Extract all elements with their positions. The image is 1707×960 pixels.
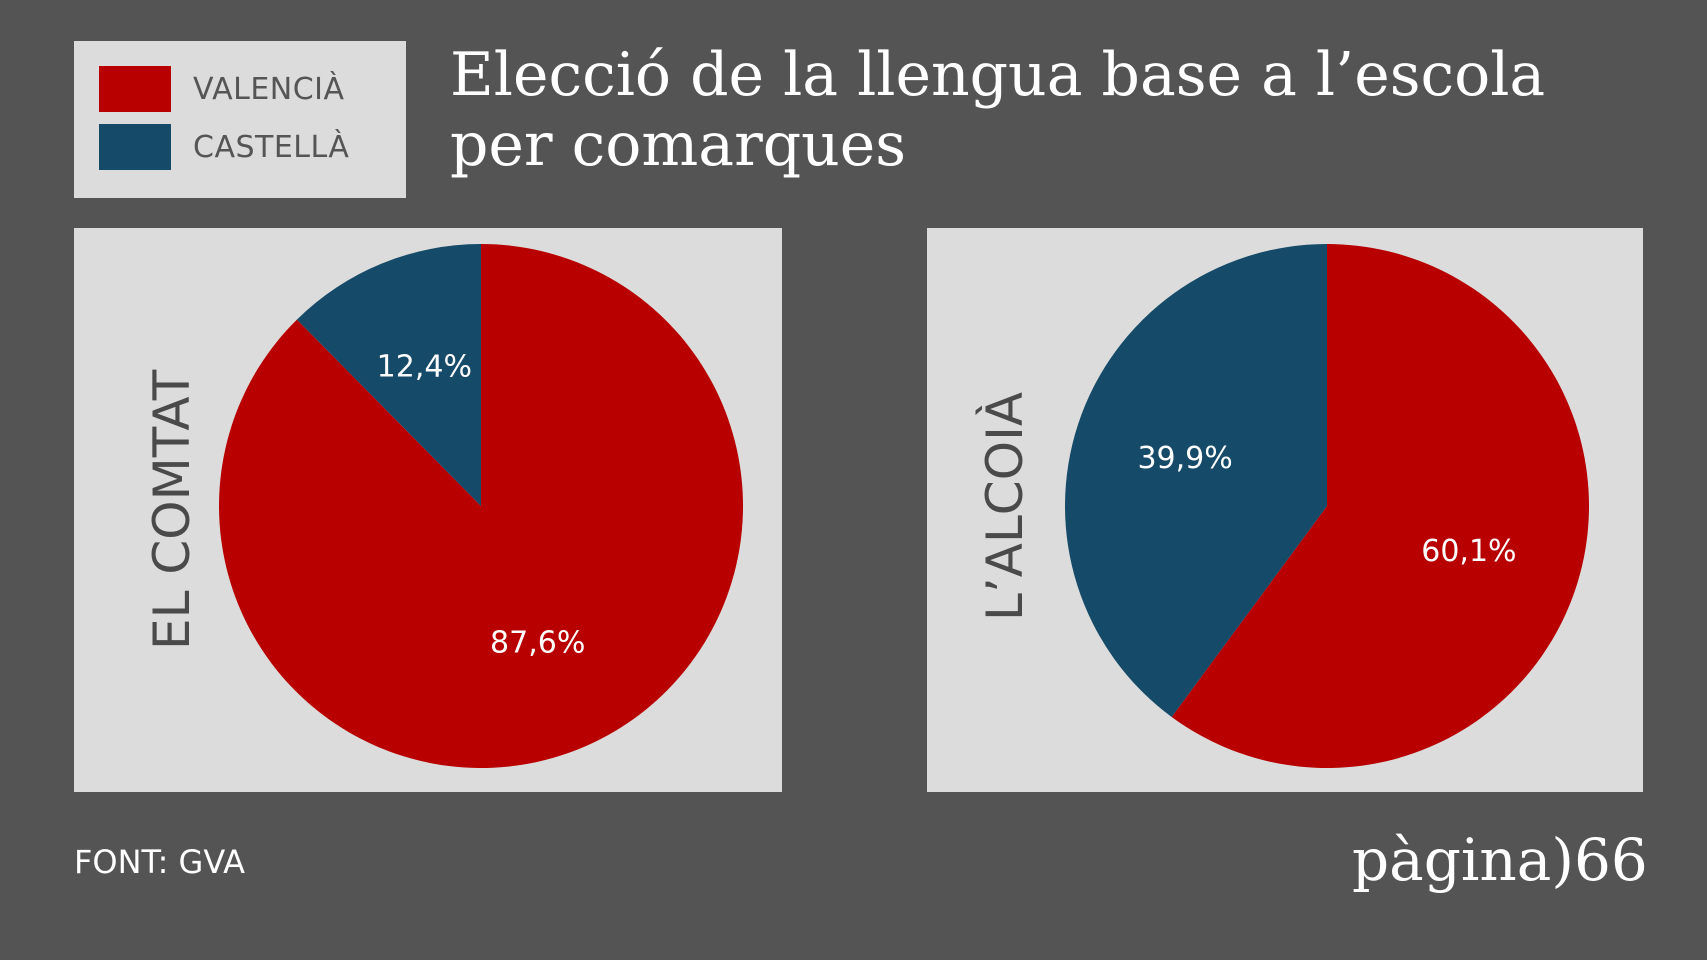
chart-title-line-1: Elecció de la llengua base a l’escola bbox=[450, 40, 1546, 110]
pie-panel-alcoia: L’ALCOIÀ 60,1% 39,9% bbox=[927, 228, 1643, 792]
pie-data-label-castella: 12,4% bbox=[377, 349, 472, 384]
pie-panel-el-comtat: EL COMTAT 87,6% 12,4% bbox=[74, 228, 782, 792]
pie-slice-valencia bbox=[219, 244, 744, 769]
legend-label-valencia: VALENCIÀ bbox=[193, 71, 345, 107]
legend: VALENCIÀ CASTELLÀ bbox=[74, 41, 406, 198]
pie-data-label-castella: 39,9% bbox=[1137, 441, 1232, 476]
pie-data-label-valencia: 60,1% bbox=[1421, 534, 1516, 569]
source-note: FONT: GVA bbox=[74, 843, 246, 881]
chart-title-line-2: per comarques bbox=[450, 110, 907, 180]
pie-data-label-valencia: 87,6% bbox=[490, 626, 585, 661]
pie-chart-alcoia: 60,1% 39,9% bbox=[1064, 244, 1589, 768]
pie-slice-valencia bbox=[1171, 244, 1589, 768]
legend-label-castella: CASTELLÀ bbox=[193, 129, 350, 165]
legend-item-castella: CASTELLÀ bbox=[99, 123, 349, 171]
legend-item-valencia: VALENCIÀ bbox=[99, 65, 345, 113]
pagina66-logo: pàgina)66 bbox=[1352, 826, 1648, 894]
pie-slice-castella bbox=[1064, 244, 1327, 717]
legend-swatch-castella bbox=[99, 124, 171, 170]
legend-swatch-valencia bbox=[99, 66, 171, 112]
pie-chart-el-comtat: 87,6% 12,4% bbox=[219, 244, 744, 769]
chart-title: Elecció de la llengua base a l’escola pe… bbox=[450, 40, 1630, 180]
pie-slice-castella bbox=[296, 244, 481, 506]
